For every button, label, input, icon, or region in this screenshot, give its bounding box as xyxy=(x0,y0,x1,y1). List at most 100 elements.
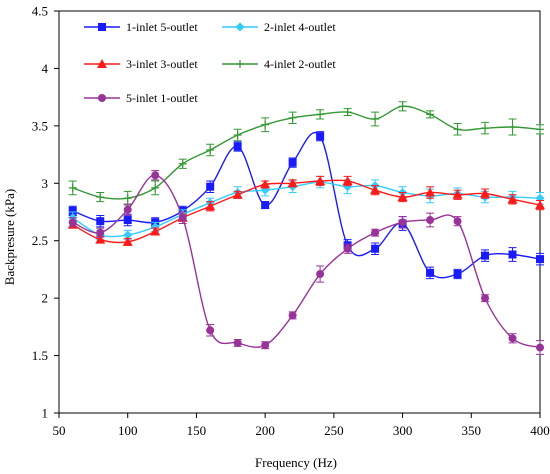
series-5-point-100 xyxy=(123,205,132,214)
series-3-point-160 xyxy=(205,201,216,211)
series-3-point-320 xyxy=(425,187,436,197)
legend-label-2: 2-inlet 4-outlet xyxy=(264,20,336,34)
y-tick-label-4: 3 xyxy=(42,176,49,191)
series-5-point-120 xyxy=(151,171,160,180)
x-tick-label-400: 400 xyxy=(530,423,550,438)
y-axis-title: Backpresure (kPa) xyxy=(2,189,17,285)
series-4-point-160 xyxy=(206,145,215,154)
axes: 50 100 150 200 250 300 350 400 1 1.5 2 2.5 3 3.5 4 4.5 xyxy=(32,4,550,439)
series-1-point-280 xyxy=(371,244,380,253)
series-1-point-80 xyxy=(96,217,105,226)
series-1-point-400 xyxy=(536,255,544,264)
legend-entry-4: 4-inlet 2-outlet xyxy=(222,57,336,71)
legend-label-4: 4-inlet 2-outlet xyxy=(264,57,336,71)
series-5-point-400 xyxy=(536,343,544,352)
legend-swatch-marker-1 xyxy=(98,23,106,31)
x-axis-title: Frequency (Hz) xyxy=(255,455,337,470)
series-3-point-340 xyxy=(452,189,463,199)
series-5-point-360 xyxy=(481,294,490,303)
x-tick-label-300: 300 xyxy=(393,423,413,438)
series-1-point-240 xyxy=(316,132,325,141)
series-3-point-120 xyxy=(150,226,161,236)
series-5-point-320 xyxy=(426,216,435,225)
series-3-point-240 xyxy=(315,175,326,185)
x-tick-label-250: 250 xyxy=(324,423,344,438)
series-3-point-200 xyxy=(260,179,271,189)
series-3-point-80 xyxy=(95,234,106,244)
y-tick-label-2: 2 xyxy=(42,291,49,306)
series-1 xyxy=(68,131,544,280)
series-5-line xyxy=(72,174,541,349)
series-3-point-400 xyxy=(535,200,545,210)
series-5-point-80 xyxy=(96,228,105,237)
series-4-point-180 xyxy=(233,131,242,140)
legend-entry-3: 3-inlet 3-outlet xyxy=(84,57,198,71)
series-3 xyxy=(67,175,545,246)
series-4-point-240 xyxy=(316,110,325,119)
series-1-point-320 xyxy=(426,268,435,277)
series-1-point-220 xyxy=(288,158,297,167)
series-5-point-260 xyxy=(343,244,352,253)
series-3-point-220 xyxy=(287,178,298,188)
series-4-point-200 xyxy=(261,120,270,129)
y-tick-label-0: 1 xyxy=(42,406,49,421)
series-5-point-380 xyxy=(508,334,517,343)
series-5-point-140 xyxy=(178,213,187,222)
x-tick-label-150: 150 xyxy=(187,423,207,438)
series-2 xyxy=(68,175,545,241)
y-tick-label-6: 4 xyxy=(42,61,49,76)
x-tick-label-200: 200 xyxy=(255,423,275,438)
series-5-point-240 xyxy=(316,270,325,279)
y-tick-label-3: 2.5 xyxy=(32,233,48,248)
series-5-point-340 xyxy=(453,217,462,226)
series-3-point-100 xyxy=(122,236,133,246)
series-1-line xyxy=(72,132,541,279)
series-5-point-60 xyxy=(68,218,77,227)
series-3-point-300 xyxy=(397,192,408,202)
series-5-point-300 xyxy=(398,218,407,227)
series-1-point-200 xyxy=(261,201,270,210)
series-1-point-60 xyxy=(68,206,77,215)
legend-entry-5: 5-inlet 1-outlet xyxy=(84,91,198,105)
series-4-point-60 xyxy=(68,183,77,192)
series-5-point-220 xyxy=(288,311,297,320)
legend-swatch-marker-5 xyxy=(98,94,106,102)
y-tick-label-1: 1.5 xyxy=(32,348,48,363)
x-tick-label-350: 350 xyxy=(462,423,482,438)
series-5-point-280 xyxy=(371,228,380,237)
series-layer xyxy=(67,101,545,355)
legend-label-3: 3-inlet 3-outlet xyxy=(126,57,198,71)
series-2-point-100 xyxy=(123,230,133,240)
series-5-point-180 xyxy=(233,338,242,347)
series-4 xyxy=(68,101,544,206)
series-1-point-100 xyxy=(123,216,132,225)
series-1-point-180 xyxy=(233,142,242,151)
series-4-point-300 xyxy=(398,102,407,111)
x-tick-label-50: 50 xyxy=(53,423,66,438)
series-4-point-380 xyxy=(508,123,517,132)
series-3-line xyxy=(72,179,541,244)
series-3-point-180 xyxy=(232,189,243,199)
legend-entry-1: 1-inlet 5-outlet xyxy=(84,20,198,34)
series-4-point-360 xyxy=(481,124,490,133)
series-5 xyxy=(68,170,544,355)
legend-label-1: 1-inlet 5-outlet xyxy=(126,20,198,34)
series-1-point-360 xyxy=(481,251,490,260)
y-tick-label-5: 3.5 xyxy=(32,118,48,133)
series-5-point-200 xyxy=(261,341,270,350)
legend-swatch-marker-4 xyxy=(236,60,244,68)
series-4-point-220 xyxy=(288,113,297,122)
series-4-point-400 xyxy=(536,125,544,134)
series-3-point-360 xyxy=(480,188,491,198)
series-4-point-120 xyxy=(151,183,160,192)
legend-swatch-marker-3 xyxy=(97,59,107,68)
legend-entry-2: 2-inlet 4-outlet xyxy=(222,20,336,34)
legend-swatch-marker-2 xyxy=(235,22,245,32)
series-3-point-280 xyxy=(370,185,381,195)
x-tick-label-100: 100 xyxy=(118,423,138,438)
series-4-point-340 xyxy=(453,125,462,134)
series-2-line xyxy=(72,181,541,238)
series-1-point-380 xyxy=(508,250,517,259)
legend-label-5: 5-inlet 1-outlet xyxy=(126,91,198,105)
